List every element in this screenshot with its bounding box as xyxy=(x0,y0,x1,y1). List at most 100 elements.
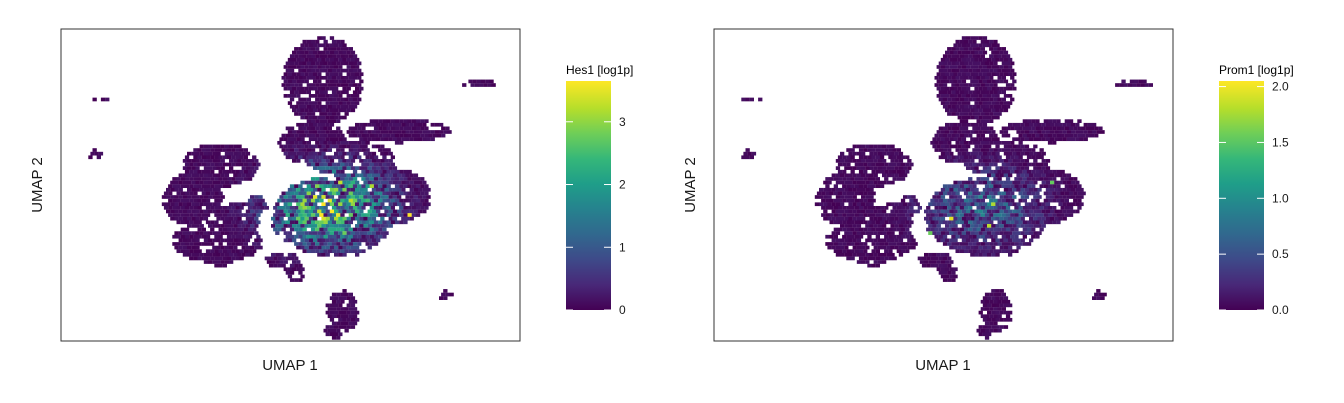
hex-bin xyxy=(323,104,328,109)
hex-bin xyxy=(846,162,851,167)
hex-bin xyxy=(892,234,897,239)
hex-bin xyxy=(1020,122,1025,127)
hex-bin xyxy=(268,256,274,261)
hex-bin xyxy=(989,97,994,102)
hex-bin xyxy=(384,180,389,185)
hex-bin xyxy=(233,180,238,185)
hex-bin xyxy=(997,213,1002,217)
hex-bin xyxy=(1001,242,1006,246)
hex-bin xyxy=(875,148,880,152)
hex-bin xyxy=(968,90,973,95)
hex-bin xyxy=(352,68,358,73)
hex-bin xyxy=(489,79,494,84)
hex-bin xyxy=(189,169,194,174)
hex-bin xyxy=(987,144,992,149)
hex-bin xyxy=(934,220,939,225)
hex-bin xyxy=(208,180,213,185)
hex-bin xyxy=(1020,180,1025,185)
hex-bin xyxy=(863,198,868,203)
hex-bin xyxy=(283,72,288,77)
hex-bin xyxy=(329,94,335,98)
hex-bin xyxy=(191,209,196,214)
hex-bin xyxy=(888,249,893,254)
hex-bin xyxy=(1033,151,1038,156)
hex-bin xyxy=(357,205,362,210)
hex-bin xyxy=(294,234,299,239)
hex-bin xyxy=(315,198,320,203)
hex-bin xyxy=(982,166,988,170)
hex-bin xyxy=(245,231,251,235)
hex-bin xyxy=(239,169,244,174)
hex-bin xyxy=(900,234,906,239)
hex-bin xyxy=(386,220,391,225)
hex-bin xyxy=(289,256,295,261)
hex-bin xyxy=(947,47,952,51)
hex-bin xyxy=(934,227,939,232)
hex-bin xyxy=(254,245,259,250)
hex-bin xyxy=(180,177,185,181)
hex-bin xyxy=(951,184,956,189)
hex-bin xyxy=(199,180,204,185)
hex-bin xyxy=(336,112,341,116)
hex-bin xyxy=(327,184,332,189)
hex-bin xyxy=(323,220,328,225)
hex-bin xyxy=(995,224,1000,228)
hex-bin xyxy=(216,216,221,221)
hex-bin xyxy=(348,321,353,326)
hex-bin xyxy=(909,198,914,203)
hex-bin xyxy=(334,224,339,228)
hex-bin xyxy=(997,54,1002,58)
hex-bin xyxy=(359,166,364,170)
hex-bin xyxy=(947,213,952,217)
hex-bin xyxy=(216,238,221,243)
hex-bin xyxy=(1138,79,1143,84)
hex-bin xyxy=(365,234,370,239)
hex-bin xyxy=(355,231,360,235)
hex-bin xyxy=(218,162,223,167)
hex-bin xyxy=(1014,205,1019,210)
hex-bin xyxy=(388,173,393,178)
hex-bin xyxy=(94,151,99,156)
hex-bin xyxy=(879,169,885,174)
hex-bin xyxy=(879,227,885,232)
hex-bin xyxy=(959,90,964,95)
hex-bin xyxy=(898,238,904,243)
hex-bin xyxy=(949,209,954,214)
hex-bin xyxy=(974,180,979,185)
hex-bin xyxy=(966,159,971,163)
hex-bin xyxy=(403,126,408,131)
hex-bin xyxy=(334,57,339,62)
hex-bin xyxy=(867,162,872,167)
hex-bin xyxy=(306,148,311,152)
hex-bin xyxy=(1047,133,1053,138)
hex-bin xyxy=(340,321,345,326)
hex-bin xyxy=(319,68,324,73)
hex-bin xyxy=(229,216,234,221)
hex-bin xyxy=(298,90,303,95)
hex-bin xyxy=(363,216,368,221)
hex-bin xyxy=(281,198,286,203)
hex-bin xyxy=(1005,242,1011,246)
hex-bin xyxy=(298,220,303,225)
x-axis-label: UMAP 1 xyxy=(915,357,971,374)
hex-bin xyxy=(386,191,391,196)
hex-bin xyxy=(294,90,299,95)
hex-bin xyxy=(900,242,906,246)
hex-bin xyxy=(367,130,372,134)
hex-bin xyxy=(184,198,190,203)
hex-bin xyxy=(995,231,1000,235)
hex-bin xyxy=(203,216,209,221)
hex-bin xyxy=(1024,130,1030,134)
hex-bin xyxy=(317,187,322,192)
hex-bin xyxy=(367,137,372,142)
hex-bin xyxy=(392,166,398,170)
hex-bin xyxy=(327,234,332,239)
hex-bin xyxy=(212,180,217,185)
hex-bin xyxy=(338,187,343,192)
hex-bin xyxy=(942,234,948,239)
hex-bin xyxy=(199,187,204,192)
hex-bin xyxy=(411,126,416,131)
hex-bin xyxy=(220,238,225,243)
hex-bin xyxy=(938,148,943,152)
